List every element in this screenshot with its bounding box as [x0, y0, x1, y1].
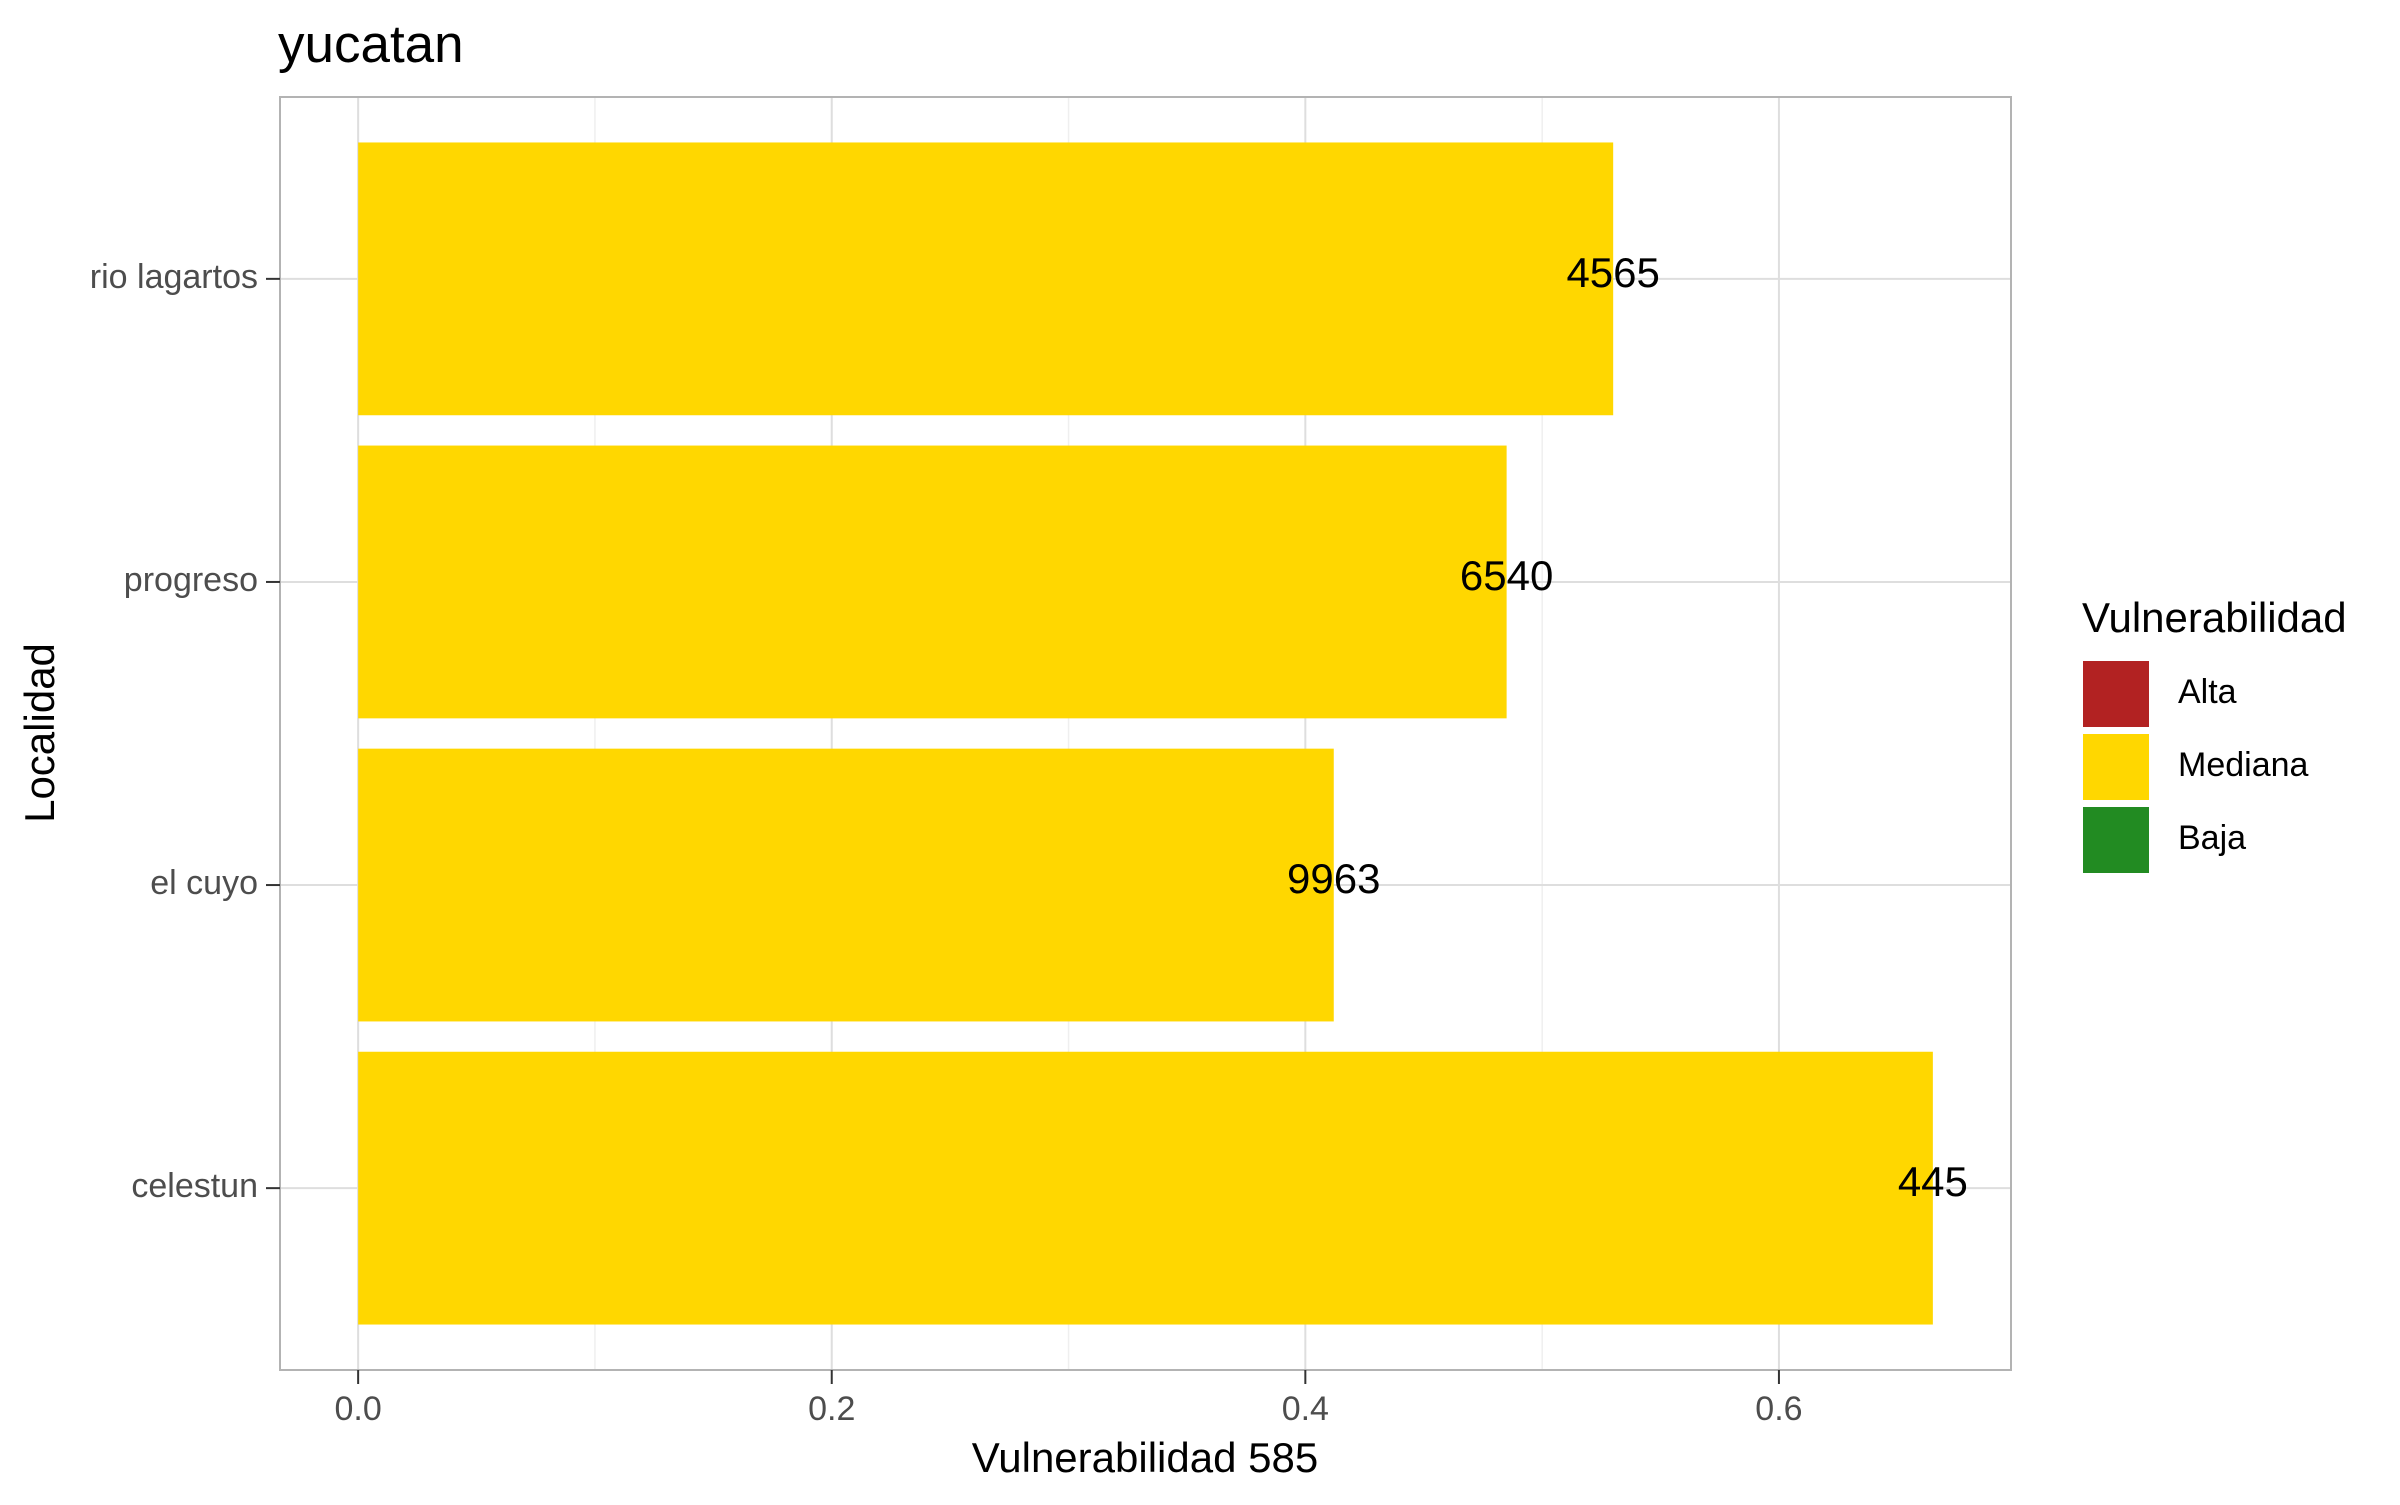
- data-label: 4565: [1566, 249, 1659, 296]
- data-labels: 445 9963 6540 4565: [1287, 249, 1968, 1205]
- plot-panel-border: [279, 96, 2012, 1371]
- x-axis-title: Vulnerabilidad 585: [972, 1434, 1318, 1481]
- y-tick-label: celestun: [131, 1167, 258, 1205]
- legend-title: Vulnerabilidad: [2082, 594, 2347, 641]
- bar-progreso: [358, 445, 1507, 719]
- x-tick-label: 0.2: [808, 1390, 855, 1428]
- x-tick-label: 0.6: [1755, 1390, 1802, 1428]
- data-label: 445: [1898, 1158, 1968, 1205]
- legend-label: Mediana: [2178, 746, 2309, 784]
- legend-key-baja: [2081, 805, 2151, 875]
- bar-celestun: [358, 1051, 1933, 1325]
- y-tick-label: progreso: [124, 561, 258, 599]
- data-label: 9963: [1287, 855, 1380, 902]
- bar-el-cuyo: [358, 748, 1334, 1022]
- legend-key-mediana: [2081, 732, 2151, 802]
- x-axis: 0.0 0.2 0.4 0.6: [335, 1370, 1803, 1428]
- legend-label: Baja: [2178, 819, 2246, 857]
- legend-key-alta: [2081, 659, 2151, 729]
- chart-title: yucatan: [278, 15, 464, 74]
- data-label: 6540: [1460, 552, 1553, 599]
- x-tick-label: 0.0: [335, 1390, 382, 1428]
- x-tick-label: 0.4: [1282, 1390, 1329, 1428]
- bars: [358, 142, 1933, 1325]
- y-tick-label: rio lagartos: [90, 258, 258, 296]
- y-axis-title: Localidad: [16, 643, 63, 823]
- y-axis: celestun el cuyo progreso rio lagartos: [90, 258, 280, 1205]
- y-tick-label: el cuyo: [150, 864, 258, 902]
- legend: Vulnerabilidad Alta Mediana Baja: [2081, 594, 2347, 875]
- bar-rio-lagartos: [358, 142, 1614, 416]
- legend-label: Alta: [2178, 673, 2237, 711]
